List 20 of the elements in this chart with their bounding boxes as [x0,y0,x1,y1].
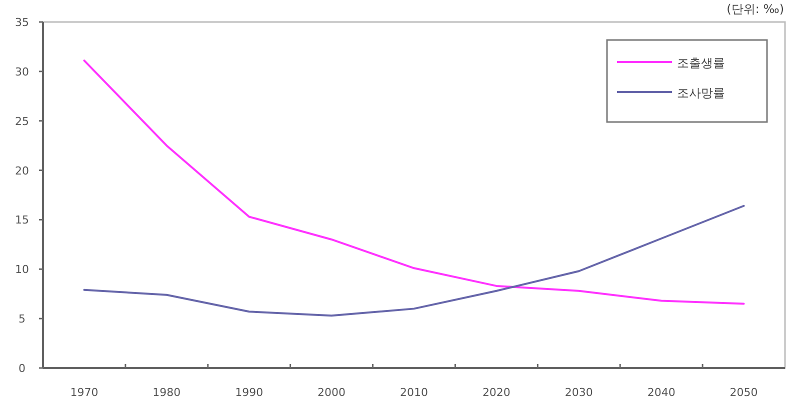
x-tick-label: 2040 [647,386,676,399]
x-tick-label: 2020 [482,386,510,399]
y-tick-label: 0 [18,362,26,375]
x-tick-label: 1980 [152,386,181,399]
x-tick-label: 2010 [400,386,428,399]
y-tick-label: 10 [15,263,29,276]
y-tick-label: 5 [18,312,26,326]
y-tick-label: 30 [15,65,29,78]
x-tick-label: 1970 [70,386,98,399]
y-tick-label: 20 [15,164,29,178]
text: (단위: ‰) [726,2,784,16]
x-tick-label: 1990 [235,386,264,399]
legend-label: 조사망률 [677,86,725,100]
legend-label: 조출생률 [677,56,725,70]
y-tick-label: 25 [15,114,29,128]
x-tick-label: 2050 [730,386,758,399]
y-tick-label: 35 [15,16,29,29]
y-tick-label: 15 [15,214,29,227]
x-tick-label: 2030 [564,386,593,399]
x-tick-label: 2000 [318,386,346,399]
